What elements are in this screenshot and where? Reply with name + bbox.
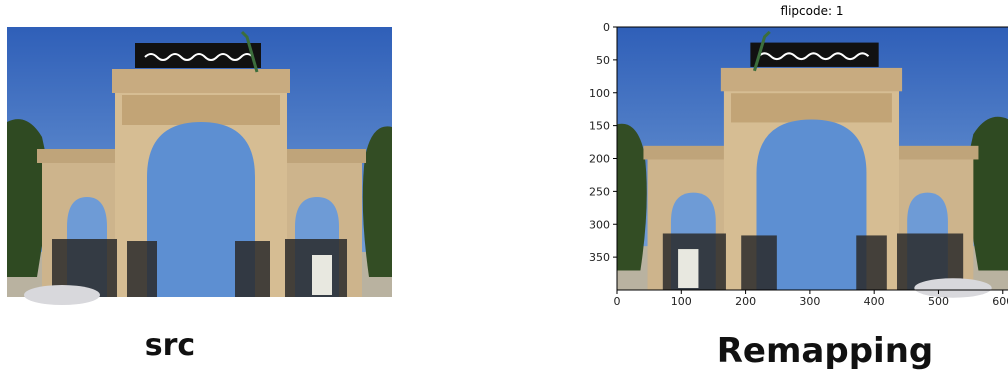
x-tick-label: 200 xyxy=(735,295,756,308)
remap-plot: flipcode: 1 0 100 200 300 400 500 600 0 50 100 150… xyxy=(589,4,1008,308)
page: src flipcode: 1 0 100 200 300 400 500 600 0 50 10… xyxy=(0,0,1008,374)
y-tick-label: 300 xyxy=(589,218,610,231)
src-caption: src xyxy=(145,328,195,363)
x-tick-label: 0 xyxy=(614,295,621,308)
y-tick-label: 50 xyxy=(596,54,610,67)
src-image xyxy=(7,27,392,305)
x-tick-label: 500 xyxy=(928,295,949,308)
y-tick-label: 350 xyxy=(589,251,610,264)
y-tick-label: 200 xyxy=(589,153,610,166)
y-tick-label: 150 xyxy=(589,120,610,133)
x-tick-label: 300 xyxy=(799,295,820,308)
x-tick-label: 400 xyxy=(864,295,885,308)
y-tick-label: 100 xyxy=(589,87,610,100)
x-tick-label: 600 xyxy=(992,295,1008,308)
y-tick-label: 0 xyxy=(603,21,610,34)
remap-caption: Remapping xyxy=(717,331,933,371)
remap-image xyxy=(617,27,1008,298)
x-tick-label: 100 xyxy=(671,295,692,308)
plot-title: flipcode: 1 xyxy=(781,4,844,18)
y-tick-label: 250 xyxy=(589,185,610,198)
